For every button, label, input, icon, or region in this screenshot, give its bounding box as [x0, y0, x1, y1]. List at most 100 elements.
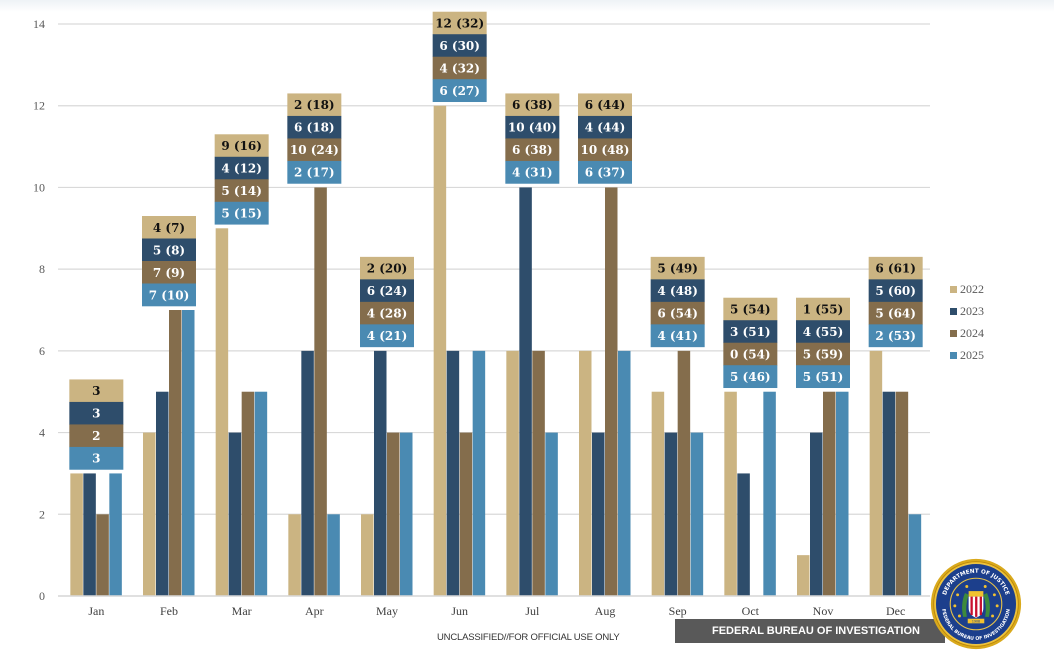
bar-dec-2025	[908, 514, 922, 596]
bar-aug-2024	[605, 187, 618, 596]
data-label-jun-2025: 6 (27)	[439, 84, 480, 98]
legend-label: 2023	[960, 303, 984, 318]
legend-item-2024: 2024	[950, 322, 984, 344]
data-label-dec-2024: 5 (64)	[875, 307, 916, 321]
x-tick-label: Jul	[525, 604, 540, 618]
label-box-2023	[578, 115, 632, 139]
seal-laurel-left	[962, 592, 969, 617]
data-label-jan-2025: 3	[92, 452, 100, 466]
y-tick-label: 6	[39, 344, 45, 358]
bar-sep-2025	[690, 432, 704, 596]
label-stack-mar: 9 (16) 4 (12) 5 (14) 5 (15)	[214, 134, 269, 225]
label-box-2025	[578, 160, 632, 184]
data-label-aug-2022: 6 (44)	[585, 98, 626, 112]
bar-sep-2024	[677, 350, 691, 596]
label-box-2024	[432, 56, 487, 80]
bar-mar-2023	[228, 432, 242, 596]
data-label-may-2022: 2 (20)	[367, 262, 408, 276]
label-box-2025	[868, 324, 923, 348]
y-tick-label: 2	[39, 507, 45, 521]
bar-sep-2022	[651, 391, 665, 596]
data-label-jan-2023: 3	[92, 407, 100, 421]
x-tick-label: Jan	[88, 604, 104, 618]
y-tick-label: 10	[33, 180, 45, 194]
label-box-2024	[723, 342, 778, 366]
label-box-2025	[214, 201, 269, 225]
label-box-2024	[868, 301, 923, 325]
bar-may-2025	[400, 432, 413, 596]
legend-swatch	[950, 329, 957, 337]
legend-item-2025: 2025	[950, 344, 984, 366]
bars	[70, 105, 922, 597]
y-tick-label: 0	[39, 589, 45, 603]
label-box-2025	[360, 324, 414, 348]
bar-jan-2023	[83, 473, 96, 596]
bar-jul-2024	[532, 350, 545, 596]
data-label-oct-2025: 5 (46)	[730, 370, 771, 384]
label-box-2024	[360, 301, 414, 325]
label-stack-jan: 3 3 2 3	[69, 379, 124, 470]
label-box-2025	[287, 160, 342, 184]
data-label-oct-2022: 5 (54)	[730, 302, 771, 316]
x-tick-label: Aug	[595, 604, 616, 618]
data-label-jul-2022: 6 (38)	[512, 98, 553, 112]
data-label-jul-2023: 10 (40)	[508, 121, 557, 135]
data-label-dec-2025: 2 (53)	[875, 329, 916, 343]
label-box-2022	[214, 134, 269, 158]
label-stack-apr: 2 (18) 6 (18) 10 (24) 2 (17)	[287, 93, 342, 184]
bar-jul-2023	[519, 187, 532, 596]
bar-feb-2025	[182, 310, 195, 596]
data-label-apr-2025: 2 (17)	[294, 166, 335, 180]
bar-mar-2024	[241, 391, 255, 596]
label-box-2023	[796, 320, 850, 344]
data-label-nov-2024: 5 (59)	[803, 347, 844, 361]
label-stack-feb: 4 (7) 5 (8) 7 (9) 7 (10)	[142, 216, 196, 307]
data-label-oct-2023: 3 (51)	[730, 325, 771, 339]
label-stack-sep: 5 (49) 4 (48) 6 (54) 4 (41)	[650, 256, 705, 348]
label-stack-oct: 5 (54) 3 (51) 0 (54) 5 (46)	[723, 297, 778, 389]
bar-mar-2025	[254, 391, 268, 596]
x-tick-label: Oct	[742, 604, 760, 618]
data-label-sep-2025: 4 (41)	[657, 329, 698, 343]
label-box-2022	[868, 256, 923, 280]
label-box-2025	[69, 446, 124, 470]
label-box-2025	[142, 283, 196, 307]
bar-aug-2023	[592, 432, 605, 596]
data-label-feb-2024: 7 (9)	[153, 266, 185, 280]
data-label-aug-2025: 6 (37)	[585, 166, 626, 180]
y-tick-label: 12	[33, 99, 45, 113]
bar-apr-2025	[327, 514, 340, 596]
top-shading	[0, 0, 1054, 12]
x-tick-label: Dec	[886, 604, 905, 618]
data-label-nov-2022: 1 (55)	[803, 302, 844, 316]
bar-may-2023	[374, 350, 387, 596]
data-label-nov-2023: 4 (55)	[803, 325, 844, 339]
seal-stars	[953, 585, 999, 618]
bar-nov-2025	[836, 391, 849, 596]
fbi-seal-icon: DEPARTMENT OF JUSTICE FEDERAL BUREAU OF …	[930, 558, 1022, 650]
x-tick-label: May	[376, 604, 398, 618]
data-label-jan-2022: 3	[92, 384, 100, 398]
y-tick-label: 8	[39, 262, 45, 276]
y-tick-label: 4	[39, 426, 45, 440]
bar-apr-2022	[288, 514, 301, 596]
data-label-sep-2022: 5 (49)	[657, 262, 698, 276]
agency-banner: FEDERAL BUREAU OF INVESTIGATION	[675, 619, 945, 643]
bar-jul-2025	[545, 432, 558, 596]
data-label-feb-2023: 5 (8)	[153, 243, 185, 257]
legend-label: 2025	[960, 347, 984, 362]
label-stack-aug: 6 (44) 4 (44) 10 (48) 6 (37)	[578, 93, 632, 184]
data-label-may-2023: 6 (24)	[367, 284, 408, 298]
data-label-jun-2024: 4 (32)	[439, 61, 480, 75]
label-box-2023	[287, 115, 342, 139]
label-box-2022	[505, 93, 560, 117]
bar-nov-2023	[810, 432, 823, 596]
label-box-2024	[578, 138, 632, 162]
label-box-2023	[69, 401, 124, 425]
label-box-2025	[432, 79, 487, 103]
label-box-2022	[287, 93, 342, 117]
data-label-mar-2025: 5 (15)	[221, 207, 262, 221]
label-box-2022	[69, 379, 124, 403]
label-box-2024	[214, 179, 269, 203]
label-stack-jun: 12 (32) 6 (30) 4 (32) 6 (27)	[432, 11, 487, 103]
